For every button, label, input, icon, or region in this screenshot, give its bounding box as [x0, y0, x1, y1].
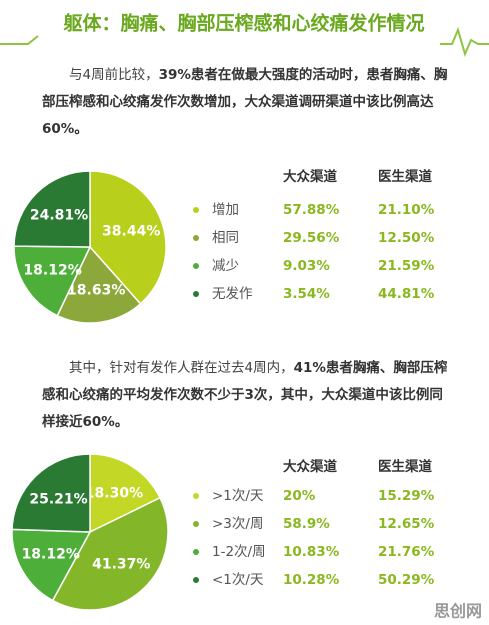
- row-label: <1次/天: [212, 572, 264, 588]
- pie-slice: [13, 245, 92, 317]
- table-value: 12.65%: [378, 516, 435, 532]
- slice-label: 25.21%: [29, 491, 87, 507]
- watermark: 思创网: [434, 602, 482, 621]
- row-label: >3次/周: [212, 516, 263, 532]
- table-value: 10.83%: [283, 544, 340, 560]
- legend-dot: [193, 577, 199, 583]
- pie-slice: [89, 170, 167, 305]
- table-value: 10.28%: [283, 572, 340, 588]
- row-label: >1次/天: [212, 488, 264, 504]
- table-value: 57.88%: [283, 202, 340, 218]
- legend-dot: [193, 207, 199, 213]
- pie-slice: [11, 528, 92, 602]
- header-line: [0, 35, 39, 45]
- legend-dot: [193, 235, 199, 241]
- table-value: 21.10%: [378, 202, 435, 218]
- table-value: 44.81%: [378, 286, 435, 302]
- table-value: 12.50%: [378, 230, 435, 246]
- legend-dot: [193, 549, 199, 555]
- slice-label: 24.81%: [30, 208, 88, 224]
- table-value: 9.03%: [283, 258, 330, 274]
- table-value: 29.56%: [283, 230, 340, 246]
- column-header: 医生渠道: [378, 168, 432, 185]
- legend-dot: [193, 493, 199, 499]
- pie-slice: [13, 170, 91, 248]
- pie-slice: [89, 453, 162, 534]
- text-bold: 41%患者胸痛、胸部压榨感和心绞痛的平均发作次数不少于3次，其中，大众渠道中该比…: [42, 360, 448, 430]
- slice-label: 18.12%: [23, 262, 81, 278]
- slice-label: 18.12%: [22, 546, 80, 562]
- table-value: 3.54%: [283, 286, 330, 302]
- legend-dot: [193, 291, 199, 297]
- legend-dot: [193, 521, 199, 527]
- slice-label: 41.37%: [92, 557, 150, 573]
- column-header: 医生渠道: [378, 458, 432, 475]
- row-label: 增加: [212, 202, 239, 218]
- title: 躯体：胸痛、胸部压榨感和心绞痛发作情况: [62, 12, 424, 35]
- table-value: 21.76%: [378, 544, 435, 560]
- paragraph: 与4周前比较，39%患者在做最大强度的活动时，患者胸痛、胸部压榨感和心绞痛发作次…: [42, 62, 452, 143]
- table-value: 15.29%: [378, 488, 435, 504]
- paragraph: 其中，针对有发作人群在过去4周内，41%患者胸痛、胸部压榨感和心绞痛的平均发作次…: [42, 355, 452, 436]
- table-value: 50.29%: [378, 572, 435, 588]
- heartbeat-line: [440, 27, 489, 57]
- row-label: 1-2次/周: [212, 544, 266, 560]
- row-label: 减少: [212, 258, 239, 274]
- slice-label: 18.30%: [85, 486, 143, 502]
- slice-label: 38.44%: [102, 223, 160, 239]
- column-header: 大众渠道: [283, 168, 337, 185]
- pie-slice: [51, 496, 169, 611]
- column-header: 大众渠道: [283, 458, 337, 475]
- row-label: 无发作: [212, 286, 253, 302]
- pie-slice: [56, 245, 142, 324]
- slice-label: 18.63%: [67, 283, 125, 299]
- text-bold: 39%患者在做最大强度的活动时，患者胸痛、胸部压榨感和心绞痛发作次数增加，大众渠…: [42, 67, 448, 137]
- text: 与4周前比较，: [69, 67, 159, 83]
- pie-slice: [11, 453, 91, 533]
- table-value: 21.59%: [378, 258, 435, 274]
- table-value: 20%: [283, 488, 316, 504]
- row-label: 相同: [212, 230, 239, 246]
- text: 其中，针对有发作人群在过去4周内，: [69, 360, 294, 376]
- table-value: 58.9%: [283, 516, 330, 532]
- legend-dot: [193, 263, 199, 269]
